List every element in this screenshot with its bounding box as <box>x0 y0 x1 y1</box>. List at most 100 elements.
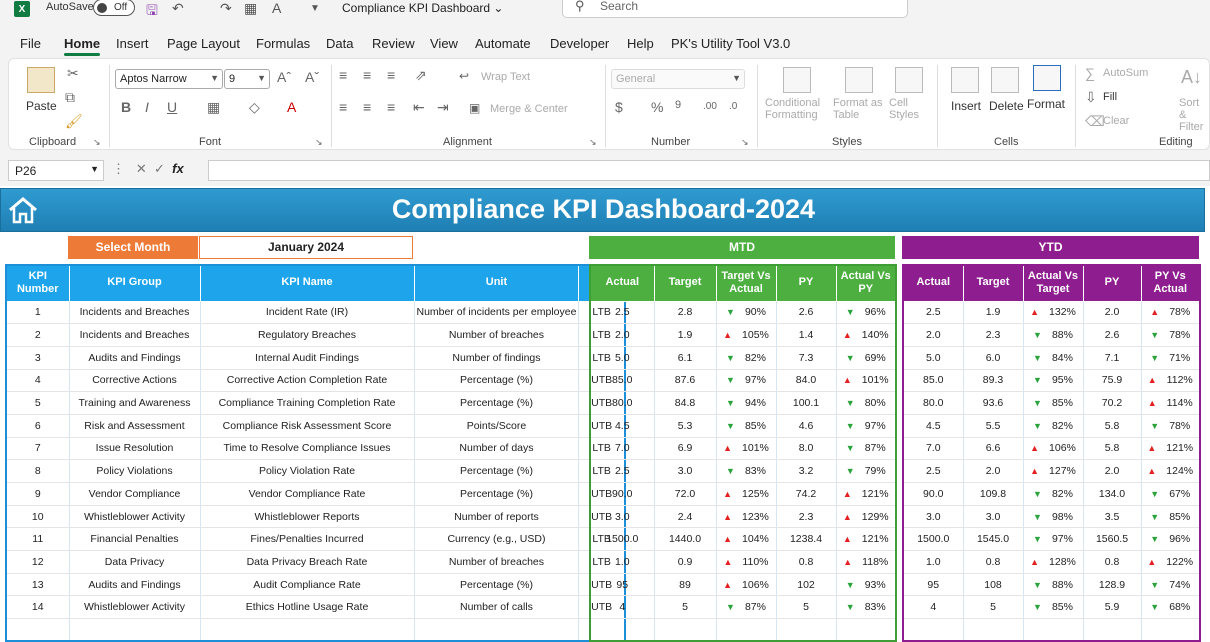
ytd-py-cell[interactable]: 5.8 <box>1083 414 1142 438</box>
ytd-actual-cell[interactable]: 2.5 <box>903 459 964 483</box>
ytd-py-cell[interactable]: 128.9 <box>1083 573 1142 597</box>
mtd-actual-cell[interactable]: 2.5 <box>590 301 655 325</box>
ytd-py-vs-actual-cell[interactable]: ▲ 121% <box>1141 437 1201 461</box>
mtd-actual-vs-py-cell[interactable]: ▼ 87% <box>836 437 897 461</box>
mtd-target-cell[interactable]: 2.8 <box>654 301 717 325</box>
ytd-py-cell[interactable]: 70.2 <box>1083 391 1142 415</box>
unit-cell[interactable]: Percentage (%) <box>414 391 580 415</box>
mtd-py-cell[interactable]: 8.0 <box>776 437 837 461</box>
align-center-icon[interactable]: ≡ <box>363 99 372 115</box>
mtd-actual-vs-py-cell[interactable]: ▲ 140% <box>836 323 897 347</box>
kpi-number-cell[interactable]: 4 <box>6 369 70 393</box>
ytd-actual-cell[interactable]: 2.0 <box>903 323 964 347</box>
kpi-group-cell[interactable]: Data Privacy <box>69 550 201 574</box>
mtd-target-vs-actual-cell[interactable]: ▼ 97% <box>716 369 777 393</box>
empty-cell[interactable] <box>590 618 655 642</box>
font-color-icon[interactable]: A <box>272 0 282 16</box>
kpi-name-cell[interactable]: Fines/Penalties Incurred <box>200 527 415 552</box>
ytd-actual-cell[interactable]: 1500.0 <box>903 527 964 552</box>
ytd-actual-cell[interactable]: 80.0 <box>903 391 964 415</box>
italic-icon[interactable]: I <box>145 99 149 115</box>
kpi-name-cell[interactable]: Internal Audit Findings <box>200 346 415 370</box>
ytd-actual-vs-target-cell[interactable]: ▼ 97% <box>1023 527 1084 552</box>
mtd-py-cell[interactable]: 100.1 <box>776 391 837 415</box>
format-as-table-icon[interactable] <box>845 67 873 93</box>
mtd-target-cell[interactable]: 1440.0 <box>654 527 717 552</box>
empty-cell[interactable] <box>776 618 837 642</box>
kpi-name-cell[interactable]: Whistleblower Reports <box>200 505 415 529</box>
kpi-group-cell[interactable]: Financial Penalties <box>69 527 201 552</box>
autosum-icon[interactable]: ∑ <box>1085 65 1095 81</box>
kpi-number-cell[interactable]: 9 <box>6 482 70 506</box>
paste-button[interactable]: Paste <box>26 99 57 113</box>
ytd-py-vs-actual-cell[interactable]: ▼ 78% <box>1141 323 1201 347</box>
kpi-group-cell[interactable]: Policy Violations <box>69 459 201 483</box>
tab-page-layout[interactable]: Page Layout <box>167 36 241 51</box>
mtd-py-cell[interactable]: 102 <box>776 573 837 597</box>
ytd-target-cell[interactable]: 5 <box>963 595 1024 620</box>
kpi-name-cell[interactable]: Corrective Action Completion Rate <box>200 369 415 393</box>
ytd-py-cell[interactable]: 2.0 <box>1083 301 1142 325</box>
ytd-actual-cell[interactable]: 5.0 <box>903 346 964 370</box>
kpi-number-cell[interactable]: 10 <box>6 505 70 529</box>
comma-style-icon[interactable]: 9 <box>675 99 682 111</box>
ytd-target-cell[interactable]: 6.0 <box>963 346 1024 370</box>
mtd-actual-vs-py-cell[interactable]: ▲ 121% <box>836 527 897 552</box>
undo-icon[interactable]: ↶ <box>172 0 184 16</box>
ytd-py-vs-actual-cell[interactable]: ▲ 78% <box>1141 301 1201 325</box>
kpi-number-cell[interactable]: 6 <box>6 414 70 438</box>
align-right-icon[interactable]: ≡ <box>387 99 396 115</box>
mtd-actual-cell[interactable]: 5.0 <box>590 346 655 370</box>
kpi-group-cell[interactable]: Whistleblower Activity <box>69 505 201 529</box>
mtd-actual-vs-py-cell[interactable]: ▼ 80% <box>836 391 897 415</box>
mtd-target-vs-actual-cell[interactable]: ▲ 123% <box>716 505 777 529</box>
ytd-actual-cell[interactable]: 4.5 <box>903 414 964 438</box>
ytd-actual-vs-target-cell[interactable]: ▲ 128% <box>1023 550 1084 574</box>
unit-cell[interactable]: Number of breaches <box>414 550 580 574</box>
mtd-target-vs-actual-cell[interactable]: ▼ 82% <box>716 346 777 370</box>
kpi-name-cell[interactable]: Ethics Hotline Usage Rate <box>200 595 415 620</box>
kpi-number-cell[interactable]: 14 <box>6 595 70 620</box>
ytd-py-cell[interactable]: 2.6 <box>1083 323 1142 347</box>
ytd-actual-cell[interactable]: 2.5 <box>903 301 964 325</box>
kpi-group-cell[interactable]: Whistleblower Activity <box>69 595 201 620</box>
currency-icon[interactable]: $ <box>615 99 623 115</box>
tab-formulas[interactable]: Formulas <box>256 36 311 51</box>
mtd-actual-vs-py-cell[interactable]: ▼ 79% <box>836 459 897 483</box>
kpi-group-cell[interactable]: Risk and Assessment <box>69 414 201 438</box>
kpi-name-cell[interactable]: Compliance Risk Assessment Score <box>200 414 415 438</box>
ytd-py-cell[interactable]: 0.8 <box>1083 550 1142 574</box>
delete-button[interactable]: Delete <box>989 99 1024 113</box>
format-cells-icon[interactable] <box>1033 65 1061 91</box>
formula-input[interactable] <box>208 160 1210 181</box>
cut-icon[interactable]: ✂ <box>67 65 79 81</box>
clear-button[interactable]: Clear <box>1103 115 1130 127</box>
ytd-py-vs-actual-cell[interactable]: ▲ 122% <box>1141 550 1201 574</box>
unit-cell[interactable]: Number of incidents per employee <box>414 301 580 325</box>
unit-cell[interactable]: Percentage (%) <box>414 573 580 597</box>
tab-view[interactable]: View <box>430 36 458 51</box>
mtd-actual-cell[interactable]: 1500.0 <box>590 527 655 552</box>
ytd-py-cell[interactable]: 1560.5 <box>1083 527 1142 552</box>
paste-icon[interactable] <box>27 67 55 93</box>
empty-cell[interactable] <box>69 618 201 642</box>
home-icon[interactable] <box>7 196 39 224</box>
mtd-actual-vs-py-cell[interactable]: ▲ 129% <box>836 505 897 529</box>
mtd-actual-vs-py-cell[interactable]: ▼ 96% <box>836 301 897 325</box>
ytd-py-vs-actual-cell[interactable]: ▼ 68% <box>1141 595 1201 620</box>
decrease-indent-icon[interactable]: ⇤ <box>413 99 425 115</box>
empty-cell[interactable] <box>903 618 964 642</box>
customize-toolbar-icon[interactable]: ▼ <box>310 3 320 14</box>
mtd-actual-cell[interactable]: 7.0 <box>590 437 655 461</box>
kpi-name-cell[interactable]: Audit Compliance Rate <box>200 573 415 597</box>
ytd-target-cell[interactable]: 6.6 <box>963 437 1024 461</box>
kpi-number-cell[interactable]: 13 <box>6 573 70 597</box>
ytd-target-cell[interactable]: 1545.0 <box>963 527 1024 552</box>
ytd-actual-cell[interactable]: 1.0 <box>903 550 964 574</box>
ytd-actual-vs-target-cell[interactable]: ▲ 127% <box>1023 459 1084 483</box>
ytd-py-vs-actual-cell[interactable]: ▼ 67% <box>1141 482 1201 506</box>
sort-filter-button[interactable]: Sort & Filter <box>1179 97 1204 133</box>
document-title[interactable]: Compliance KPI Dashboard ⌄ <box>342 1 504 15</box>
orientation-icon[interactable]: ⇗ <box>415 67 427 83</box>
kpi-number-cell[interactable]: 7 <box>6 437 70 461</box>
